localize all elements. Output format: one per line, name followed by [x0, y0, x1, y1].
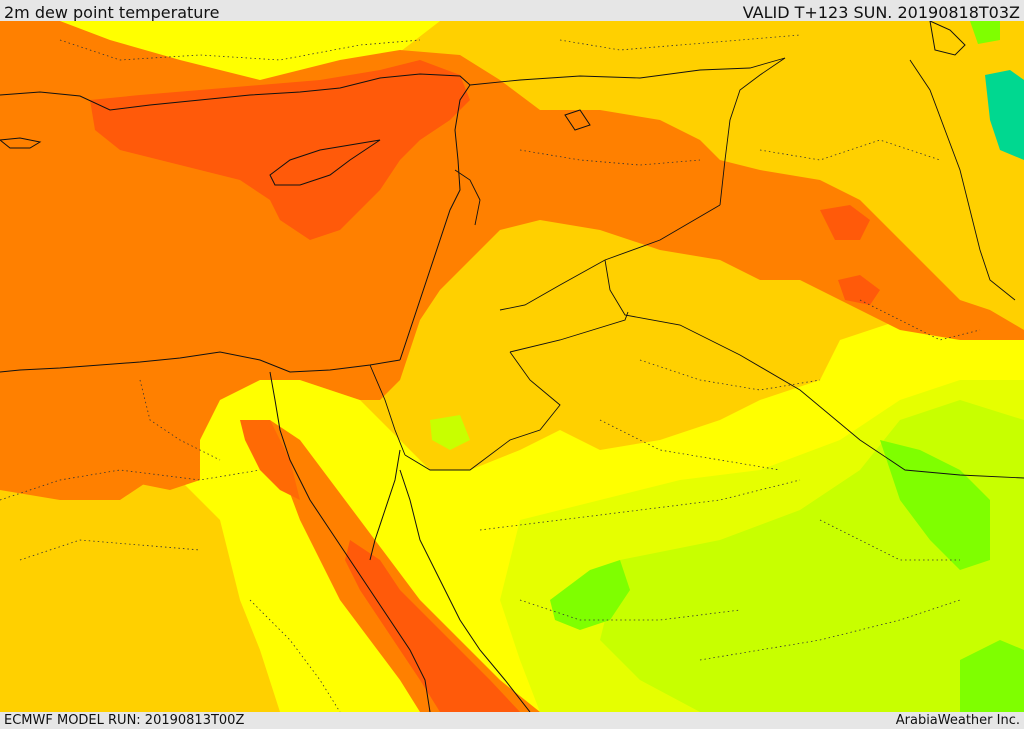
coast-lake-tuz	[564, 109, 591, 131]
borders	[369, 57, 1024, 479]
field-green-sinai-patch	[430, 415, 470, 450]
field-orange-red-sea	[270, 420, 540, 712]
coast-gulf-aqaba	[369, 449, 401, 561]
field-darkorange-nile	[240, 420, 300, 500]
header-bar: 2m dew point temperature VALID T+123 SUN…	[0, 0, 1024, 22]
coast-caspian	[929, 21, 966, 56]
coast-sinai-gulf-suez	[269, 371, 431, 712]
province-line	[639, 359, 821, 391]
field-teal-zagros	[985, 70, 1024, 160]
coast-egypt-north	[0, 351, 401, 373]
field-darkorange-lake-b	[838, 275, 880, 305]
province-line	[249, 599, 341, 712]
province-line	[519, 599, 741, 621]
border-syria-jordan-iraq	[499, 204, 721, 311]
field-green-corner	[970, 21, 1000, 44]
province-line	[699, 599, 961, 661]
field-green-arabia-center	[550, 560, 630, 630]
credit-text: ArabiaWeather Inc.	[895, 713, 1020, 728]
footer-bar: ECMWF MODEL RUN: 20190813T00Z ArabiaWeat…	[0, 712, 1024, 729]
border-egypt-israel	[369, 364, 406, 456]
field-gold-egypt	[0, 470, 280, 712]
province-line	[599, 419, 781, 471]
border-iraq-saudi	[604, 259, 1024, 479]
border-turkey-syria	[469, 57, 786, 86]
map-title: 2m dew point temperature	[4, 3, 220, 22]
field-orange-egypt-west	[0, 380, 160, 500]
coastlines	[0, 21, 966, 712]
border-syria-iraq	[719, 57, 786, 206]
coast-turkey-south	[0, 73, 471, 111]
coast-saudi-red-sea	[399, 469, 531, 712]
coast-levant	[399, 84, 471, 361]
field-darkorange-med	[90, 60, 470, 240]
province-line	[139, 379, 221, 461]
province-line	[519, 149, 701, 166]
border-iraq-iran	[909, 59, 1016, 301]
border-jordan-south	[404, 351, 561, 471]
border-lebanon-syria	[454, 169, 481, 226]
valid-time: VALID T+123 SUN. 20190818T03Z	[742, 3, 1020, 22]
border-jordan-saudi	[509, 311, 629, 353]
province-line	[19, 539, 201, 561]
field-green-arabia-east	[880, 440, 990, 570]
field-gold-levant	[0, 21, 1024, 540]
field-green-se	[960, 640, 1024, 712]
coast-cyprus	[269, 139, 381, 186]
field-darkorange-lake-a	[820, 205, 870, 240]
dewpoint-map	[0, 21, 1024, 712]
province-line	[559, 34, 801, 51]
model-run: ECMWF MODEL RUN: 20190813T00Z	[4, 713, 245, 728]
coast-crete	[0, 137, 42, 149]
field-darkorange-red-sea	[345, 540, 520, 712]
province-lines	[0, 34, 981, 712]
